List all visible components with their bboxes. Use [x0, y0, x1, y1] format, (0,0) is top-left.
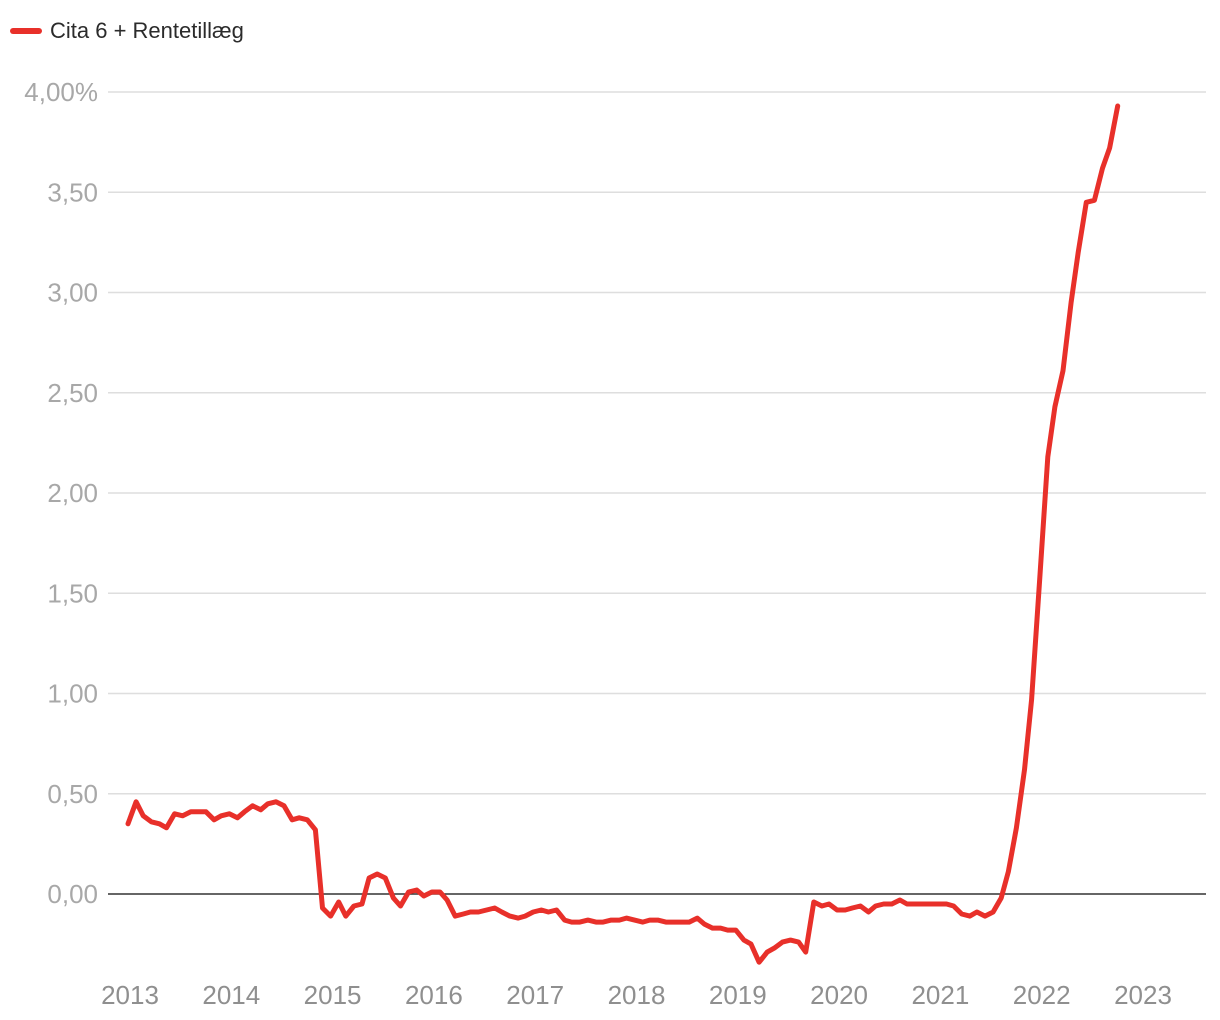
- series-layer: [125, 103, 1121, 965]
- y-tick-label: 1,50: [47, 578, 98, 608]
- x-tick-label: 2015: [304, 980, 362, 1010]
- series-line: [125, 103, 1121, 965]
- legend-swatch: [10, 28, 42, 34]
- x-tick-label: 2016: [405, 980, 463, 1010]
- y-tick-label: 1,00: [47, 679, 98, 709]
- y-tick-label: 0,50: [47, 779, 98, 809]
- x-axis-ticks: 2013 2014 2015 2016 2017 2018 2019 2020 2021 2022…: [101, 980, 1172, 1010]
- x-tick-label: 2017: [506, 980, 564, 1010]
- x-tick-label: 2014: [202, 980, 260, 1010]
- y-axis-ticks: 4,00% 3,50 3,00 2,50 2,00 1,50 1,00 0,50 0,00: [24, 77, 98, 909]
- x-tick-label: 2020: [810, 980, 868, 1010]
- legend: Cita 6 + Rentetillæg: [10, 18, 244, 44]
- legend-label: Cita 6 + Rentetillæg: [50, 18, 244, 43]
- grid-lines: [108, 91, 1206, 895]
- y-tick-label: 4,00%: [24, 77, 98, 107]
- x-tick-label: 2018: [608, 980, 666, 1010]
- y-tick-label: 2,00: [47, 478, 98, 508]
- y-tick-label: 0,00: [47, 879, 98, 909]
- y-tick-label: 3,00: [47, 278, 98, 308]
- x-tick-label: 2021: [911, 980, 969, 1010]
- y-tick-label: 3,50: [47, 177, 98, 207]
- y-tick-label: 2,50: [47, 378, 98, 408]
- x-tick-label: 2022: [1013, 980, 1071, 1010]
- x-tick-label: 2023: [1114, 980, 1172, 1010]
- x-tick-label: 2013: [101, 980, 159, 1010]
- x-tick-label: 2019: [709, 980, 767, 1010]
